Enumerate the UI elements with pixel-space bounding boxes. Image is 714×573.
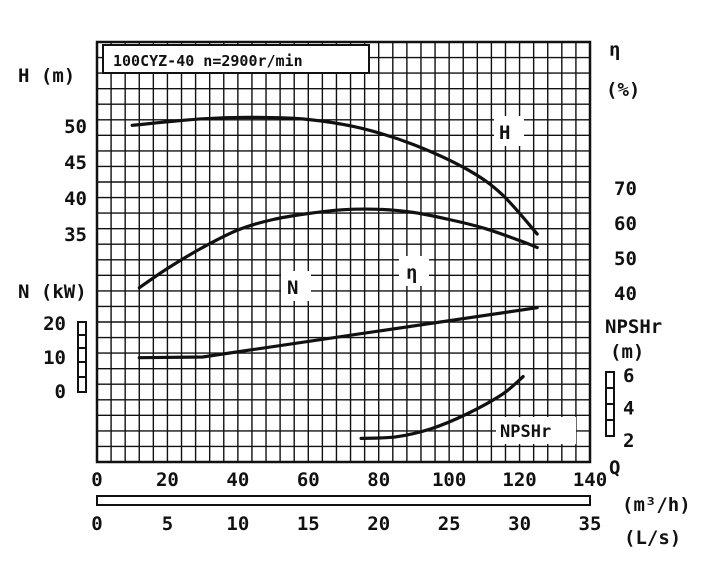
curve-eta bbox=[137, 207, 539, 290]
x-tick-label-secondary: 10 bbox=[226, 513, 249, 535]
eta-tick-label: 60 bbox=[614, 213, 637, 235]
x-tick-label-primary: 40 bbox=[226, 469, 249, 491]
x-unit-secondary: (L/s) bbox=[624, 527, 681, 549]
x-tick-label-primary: 140 bbox=[573, 469, 607, 491]
x-tick-label-secondary: 20 bbox=[367, 513, 390, 535]
h-tick-label: 40 bbox=[64, 188, 87, 210]
npshr-axis-unit: (m) bbox=[610, 341, 644, 363]
npshr-tick-label: 6 bbox=[623, 365, 634, 387]
h-axis-label: H (m) bbox=[18, 65, 75, 87]
label-box-h bbox=[494, 116, 524, 146]
series-label-eta: η bbox=[406, 262, 417, 284]
grid bbox=[95, 40, 592, 464]
series-label-h: H bbox=[499, 122, 510, 144]
x-tick-label-secondary: 30 bbox=[508, 513, 531, 535]
curve-n bbox=[137, 306, 539, 360]
x-tick-label-primary: 100 bbox=[432, 469, 466, 491]
x-unit-primary: (m³/h) bbox=[622, 494, 691, 516]
x-tick-label-secondary: 5 bbox=[162, 513, 173, 535]
title-box bbox=[102, 44, 370, 74]
npshr-axis-label: NPSHr bbox=[605, 316, 662, 338]
n-scale-bar bbox=[77, 321, 87, 393]
n-tick-label: 0 bbox=[55, 381, 66, 403]
npshr-scale-bar bbox=[605, 371, 615, 437]
eta-tick-label: 70 bbox=[614, 178, 637, 200]
npshr-tick-label: 4 bbox=[623, 398, 634, 420]
series-label-n: N bbox=[287, 277, 298, 299]
series-label-npshr: NPSHr bbox=[500, 422, 551, 442]
x-tick-label-secondary: 35 bbox=[579, 513, 602, 535]
npshr-tick-label: 2 bbox=[623, 430, 634, 452]
n-tick-label: 10 bbox=[43, 347, 66, 369]
chart-title: 100CYZ-40 n=2900r/min bbox=[113, 52, 303, 70]
h-tick-label: 35 bbox=[64, 224, 87, 246]
curve-npshr bbox=[359, 375, 525, 440]
eta-axis-unit: (%) bbox=[606, 79, 640, 101]
x-tick-label-primary: 80 bbox=[367, 469, 390, 491]
n-tick-label: 20 bbox=[43, 313, 66, 335]
n-axis-label: N (kW) bbox=[18, 281, 87, 303]
label-box-eta bbox=[399, 256, 429, 286]
x-axis-label: Q bbox=[609, 457, 620, 479]
x-tick-label-primary: 20 bbox=[156, 469, 179, 491]
label-box-npshr bbox=[496, 417, 576, 444]
h-tick-label: 45 bbox=[64, 152, 87, 174]
curve-h bbox=[130, 115, 539, 236]
x-tick-label-primary: 60 bbox=[297, 469, 320, 491]
x-tick-label-primary: 0 bbox=[91, 469, 102, 491]
eta-tick-label: 50 bbox=[614, 248, 637, 270]
curves bbox=[130, 115, 539, 440]
eta-tick-label: 40 bbox=[614, 283, 637, 305]
h-tick-label: 50 bbox=[64, 116, 87, 138]
x-tick-label-primary: 120 bbox=[502, 469, 536, 491]
label-box-n bbox=[281, 271, 311, 301]
x-tick-label-secondary: 15 bbox=[297, 513, 320, 535]
x-tick-label-secondary: 25 bbox=[438, 513, 461, 535]
x-tick-label-secondary: 0 bbox=[91, 513, 102, 535]
plot-frame bbox=[95, 40, 592, 464]
eta-axis-label: η bbox=[609, 39, 620, 61]
secondary-scale-bar bbox=[96, 495, 591, 506]
